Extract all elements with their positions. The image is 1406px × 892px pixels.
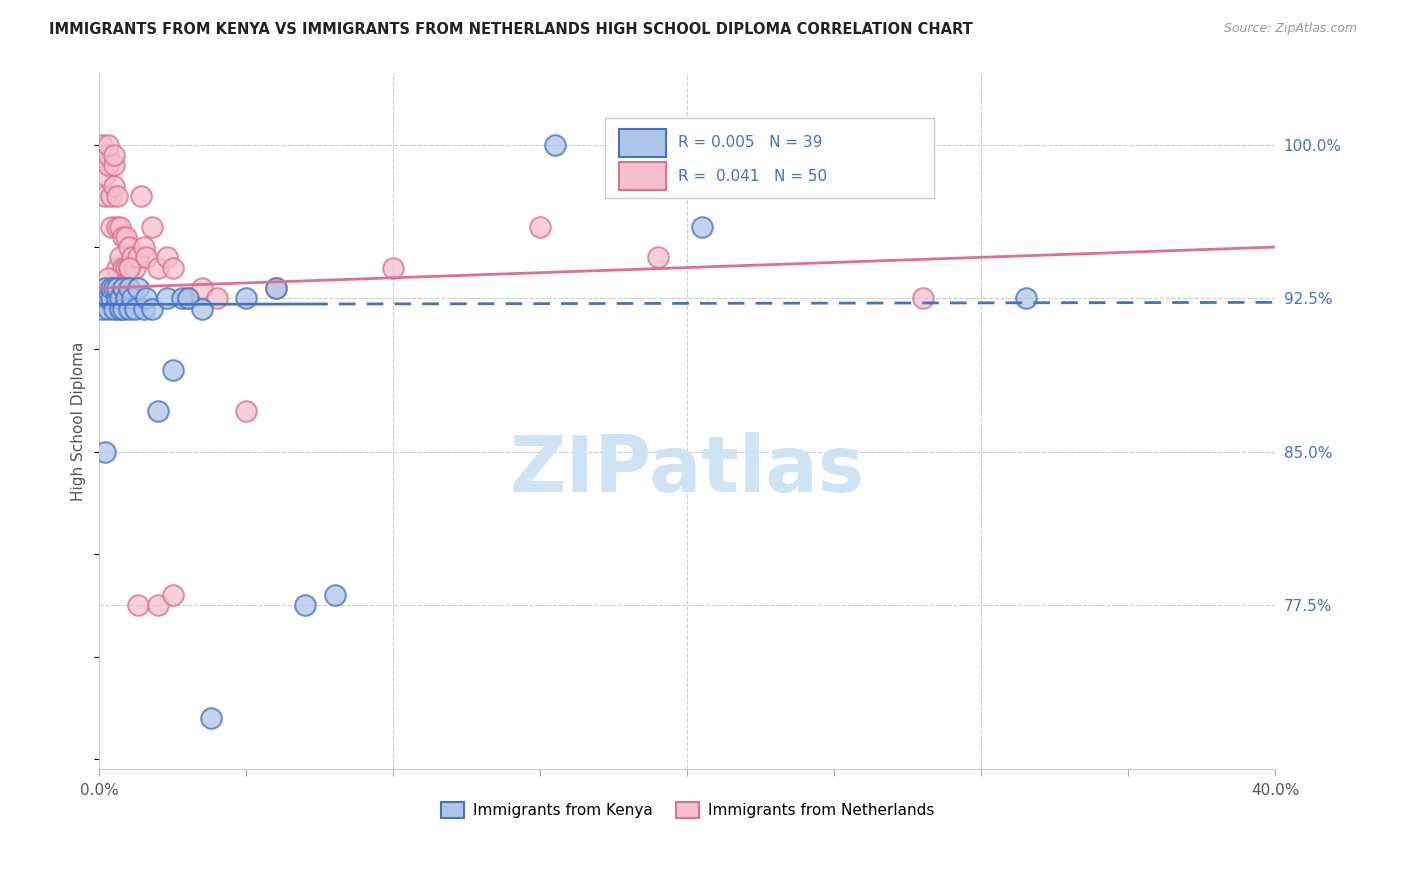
- Point: [129, 189, 152, 203]
- Point: [91, 137, 114, 152]
- Point: [105, 219, 128, 234]
- Point: [170, 291, 193, 305]
- Point: [111, 260, 134, 275]
- Point: [108, 250, 131, 264]
- Point: [135, 250, 157, 264]
- Point: [103, 148, 125, 162]
- Point: [200, 711, 222, 725]
- Point: [94, 445, 117, 459]
- FancyBboxPatch shape: [619, 162, 666, 190]
- Point: [148, 599, 170, 613]
- Point: [91, 301, 114, 316]
- Point: [100, 291, 122, 305]
- Point: [235, 291, 257, 305]
- FancyBboxPatch shape: [619, 128, 666, 156]
- Point: [97, 148, 120, 162]
- Point: [294, 599, 316, 613]
- Point: [118, 240, 141, 254]
- Point: [141, 219, 163, 234]
- Point: [127, 281, 149, 295]
- Point: [148, 404, 170, 418]
- Point: [529, 219, 551, 234]
- Point: [323, 588, 346, 602]
- Point: [135, 291, 157, 305]
- Point: [127, 599, 149, 613]
- Point: [162, 588, 184, 602]
- Point: [132, 240, 155, 254]
- Point: [100, 291, 122, 305]
- Point: [156, 250, 179, 264]
- Point: [191, 301, 214, 316]
- Point: [191, 281, 214, 295]
- Point: [111, 301, 134, 316]
- Point: [105, 189, 128, 203]
- Point: [124, 260, 146, 275]
- Point: [103, 301, 125, 316]
- Point: [264, 281, 287, 295]
- Point: [103, 178, 125, 193]
- Point: [108, 301, 131, 316]
- Point: [97, 301, 120, 316]
- Point: [111, 229, 134, 244]
- Point: [105, 291, 128, 305]
- Point: [132, 301, 155, 316]
- Point: [118, 301, 141, 316]
- Point: [647, 250, 669, 264]
- Point: [108, 291, 131, 305]
- Point: [103, 281, 125, 295]
- Point: [205, 291, 228, 305]
- Point: [118, 281, 141, 295]
- Point: [97, 270, 120, 285]
- Point: [94, 169, 117, 183]
- Text: ZIPatlas: ZIPatlas: [510, 432, 865, 508]
- Point: [121, 250, 143, 264]
- Text: Source: ZipAtlas.com: Source: ZipAtlas.com: [1223, 22, 1357, 36]
- Point: [103, 158, 125, 172]
- Point: [141, 301, 163, 316]
- Point: [382, 260, 405, 275]
- Point: [100, 219, 122, 234]
- Point: [176, 291, 198, 305]
- Point: [94, 189, 117, 203]
- Point: [91, 148, 114, 162]
- Point: [105, 301, 128, 316]
- Point: [115, 260, 138, 275]
- Point: [115, 291, 138, 305]
- Point: [105, 281, 128, 295]
- Point: [105, 260, 128, 275]
- Point: [97, 137, 120, 152]
- Point: [544, 137, 567, 152]
- Text: R = 0.005   N = 39: R = 0.005 N = 39: [678, 135, 823, 150]
- Point: [100, 281, 122, 295]
- Point: [97, 158, 120, 172]
- Point: [264, 281, 287, 295]
- Point: [911, 291, 934, 305]
- Point: [127, 250, 149, 264]
- Point: [121, 291, 143, 305]
- Point: [124, 301, 146, 316]
- Point: [162, 260, 184, 275]
- Point: [1014, 291, 1036, 305]
- Y-axis label: High School Diploma: High School Diploma: [72, 342, 86, 500]
- Point: [156, 291, 179, 305]
- Point: [118, 260, 141, 275]
- Point: [100, 189, 122, 203]
- Text: R =  0.041   N = 50: R = 0.041 N = 50: [678, 169, 827, 184]
- Point: [690, 219, 713, 234]
- Point: [162, 363, 184, 377]
- Point: [108, 219, 131, 234]
- Point: [97, 291, 120, 305]
- Point: [94, 281, 117, 295]
- Text: IMMIGRANTS FROM KENYA VS IMMIGRANTS FROM NETHERLANDS HIGH SCHOOL DIPLOMA CORRELA: IMMIGRANTS FROM KENYA VS IMMIGRANTS FROM…: [49, 22, 973, 37]
- Point: [235, 404, 257, 418]
- Point: [176, 291, 198, 305]
- Legend: Immigrants from Kenya, Immigrants from Netherlands: Immigrants from Kenya, Immigrants from N…: [434, 797, 941, 824]
- Point: [111, 281, 134, 295]
- Point: [118, 260, 141, 275]
- Point: [148, 260, 170, 275]
- Point: [94, 291, 117, 305]
- Point: [115, 229, 138, 244]
- Point: [111, 281, 134, 295]
- FancyBboxPatch shape: [605, 119, 935, 198]
